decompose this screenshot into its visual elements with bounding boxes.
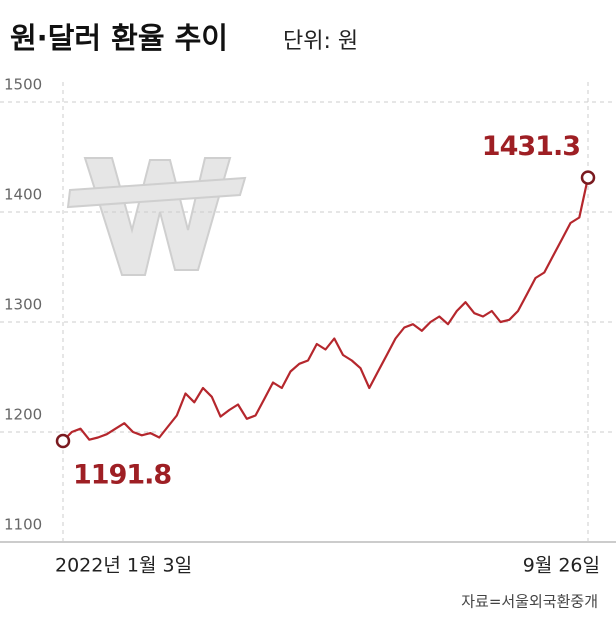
value-label: 1191.8 xyxy=(73,460,171,491)
icon-bar xyxy=(66,176,247,209)
y-tick-label: 1500 xyxy=(4,76,42,94)
line xyxy=(62,177,590,442)
x-tick-label: 2022년 1월 3일 xyxy=(55,555,192,577)
y-tick-label: 1200 xyxy=(4,406,42,424)
chart-title: 원·달러 환율 추이 xyxy=(10,21,228,55)
source: 자료=서울외국환중개 xyxy=(461,593,598,611)
end-marker xyxy=(580,170,596,185)
end-marker xyxy=(55,433,71,449)
y-tick-label: 1400 xyxy=(4,186,42,204)
chart-subtitle: 단위: 원 xyxy=(283,29,358,54)
won-icon xyxy=(66,157,247,276)
y-tick-label: 1300 xyxy=(4,296,42,314)
value-label: 1431.3 xyxy=(482,131,580,162)
y-tick-label: 1100 xyxy=(4,516,42,534)
x-tick-label: 9월 26일 xyxy=(523,555,600,577)
icon-w xyxy=(83,157,232,276)
